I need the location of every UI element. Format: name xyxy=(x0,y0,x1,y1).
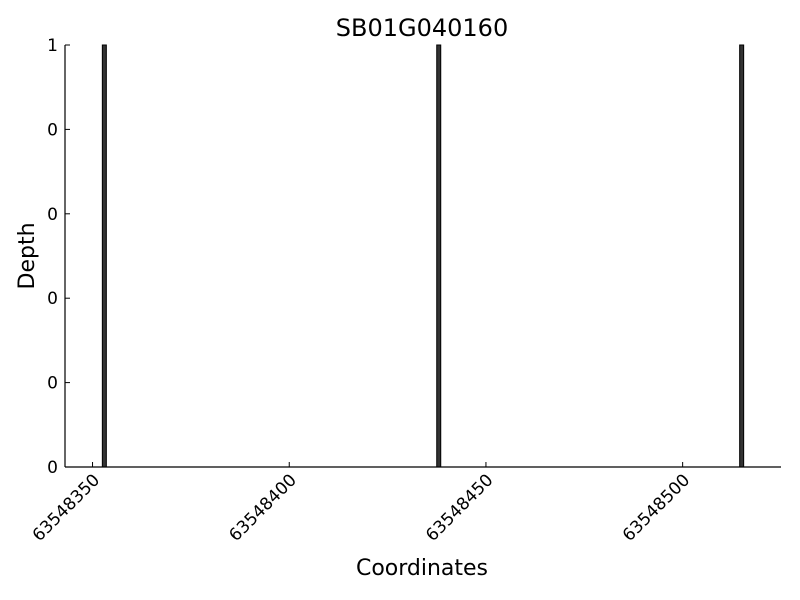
bar xyxy=(739,44,745,468)
y-tick-label: 0 xyxy=(47,289,58,309)
y-tick-label: 1 xyxy=(47,36,58,56)
chart-title: SB01G040160 xyxy=(336,14,508,42)
y-tick-label: 0 xyxy=(47,120,58,140)
bar xyxy=(436,44,442,468)
bar xyxy=(101,44,107,468)
y-tick-label: 0 xyxy=(47,374,58,394)
y-axis-title: Depth xyxy=(15,222,40,289)
y-tick-label: 0 xyxy=(47,458,58,478)
x-axis-title: Coordinates xyxy=(356,556,488,581)
y-tick-label: 0 xyxy=(47,205,58,225)
